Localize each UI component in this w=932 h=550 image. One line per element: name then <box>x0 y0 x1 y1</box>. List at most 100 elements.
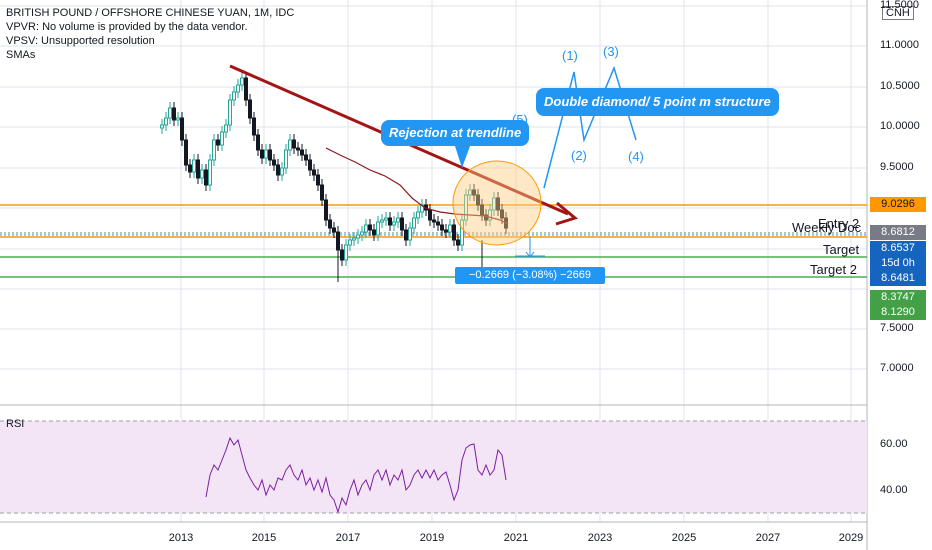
candle-body <box>360 231 364 236</box>
candle-body <box>256 134 260 151</box>
candle-body <box>388 217 392 226</box>
candle-body <box>440 224 444 231</box>
candle-body <box>300 149 304 156</box>
candle-body <box>208 159 212 186</box>
wave-label-1: (1) <box>562 48 578 63</box>
candle-body <box>228 99 232 126</box>
candle-body <box>176 117 180 121</box>
structure-callout[interactable]: Double diamond/ 5 point m structure <box>536 88 779 116</box>
candle-body <box>196 159 200 179</box>
candle-body <box>268 149 272 161</box>
time-tick: 2013 <box>168 532 194 544</box>
vpvr-note: VPVR: No volume is provided by the data … <box>6 21 248 33</box>
candle-body <box>308 159 312 171</box>
candle-body <box>188 164 192 173</box>
time-tick: 2017 <box>335 532 361 544</box>
candle-body <box>380 219 384 223</box>
candle-body <box>452 224 456 241</box>
chart-title: BRITISH POUND / OFFSHORE CHINESE YUAN, 1… <box>6 7 295 19</box>
candle-body <box>164 117 168 126</box>
wave-label-3: (3) <box>603 44 619 59</box>
candle-body <box>184 139 188 166</box>
rejection-ellipse[interactable] <box>452 160 542 246</box>
candle-body <box>412 217 416 229</box>
candle-body <box>484 214 488 221</box>
horizontal-grid <box>0 5 867 370</box>
candle-body <box>172 107 176 121</box>
candle-body <box>476 194 480 206</box>
vpsv-note: VPSV: Unsupported resolution <box>6 35 155 47</box>
candle-body <box>232 91 236 101</box>
candle-body <box>364 224 368 233</box>
candle-body <box>320 184 324 201</box>
price-badge-target-2: 8.1290 <box>870 305 926 320</box>
weekly-doc-label: Weekly Doc <box>792 220 862 235</box>
candle-body <box>280 167 284 176</box>
candle-body <box>480 204 484 216</box>
candle-body <box>472 189 476 196</box>
candle-body <box>200 169 204 179</box>
candle-body <box>464 194 468 221</box>
rsi-band <box>0 421 867 513</box>
trendline-callout[interactable]: Rejection at trendline <box>381 120 530 146</box>
candle-body <box>180 117 184 141</box>
candle-body <box>352 237 356 241</box>
trendline-arrowhead <box>555 201 579 226</box>
candle-body <box>408 227 412 241</box>
trendline-callout-pointer <box>455 146 470 168</box>
candle-body <box>240 77 244 86</box>
measure-readout: −0.2669 (−3.08%) −2669 <box>455 267 605 284</box>
price-badge-entry: 8.6812 <box>870 225 926 240</box>
time-tick: 2029 <box>838 532 864 544</box>
candle-body <box>376 221 380 236</box>
candle-body <box>216 139 220 146</box>
rsi-tick: 60.00 <box>880 438 908 450</box>
candle-body <box>492 197 496 211</box>
price-tick: 10.0000 <box>880 120 920 132</box>
candle-body <box>160 124 164 129</box>
price-tick: 7.5000 <box>880 322 914 334</box>
candle-body <box>496 197 500 211</box>
candle-body <box>348 239 352 246</box>
target-label: Target <box>823 242 860 257</box>
candle-body <box>344 244 348 261</box>
price-badge-target: 8.3747 <box>870 290 926 305</box>
candle-body <box>456 239 460 246</box>
target-2-label: Target 2 <box>810 262 857 277</box>
candle-body <box>384 217 388 221</box>
rsi-tick: 40.00 <box>880 484 908 496</box>
price-tick: 10.5000 <box>880 80 920 92</box>
candle-body <box>356 234 360 239</box>
candle-body <box>488 209 492 221</box>
candle-body <box>236 84 240 93</box>
time-tick: 2027 <box>755 532 781 544</box>
rsi-label: RSI <box>6 418 25 430</box>
price-tick: 11.5000 <box>880 0 919 11</box>
candle-body <box>220 131 224 146</box>
candle-body <box>224 124 228 133</box>
wave-label-5: (5) <box>512 112 528 127</box>
candle-body <box>284 149 288 169</box>
candle-body <box>428 209 432 221</box>
candle-body <box>372 229 376 236</box>
candle-body <box>316 174 320 186</box>
candle-body <box>260 149 264 159</box>
measure-arrowhead <box>525 251 535 258</box>
candle-body <box>204 169 208 186</box>
candle-body <box>304 154 308 161</box>
candlestick-series <box>160 72 508 282</box>
candle-body <box>272 159 276 166</box>
m-structure-path[interactable] <box>543 65 637 189</box>
candle-body <box>168 107 172 119</box>
candle-body <box>264 149 268 159</box>
currency-badge[interactable]: CNH <box>882 6 914 20</box>
candle-body <box>276 164 280 176</box>
time-tick: 2021 <box>503 532 529 544</box>
wave-label-2: (2) <box>571 148 587 163</box>
time-tick: 2023 <box>587 532 613 544</box>
candle-body <box>288 139 292 151</box>
entry-2-label: Entry 2 <box>818 216 860 231</box>
candle-body <box>252 117 256 136</box>
candle-body <box>392 221 396 226</box>
candle-body <box>500 209 504 219</box>
